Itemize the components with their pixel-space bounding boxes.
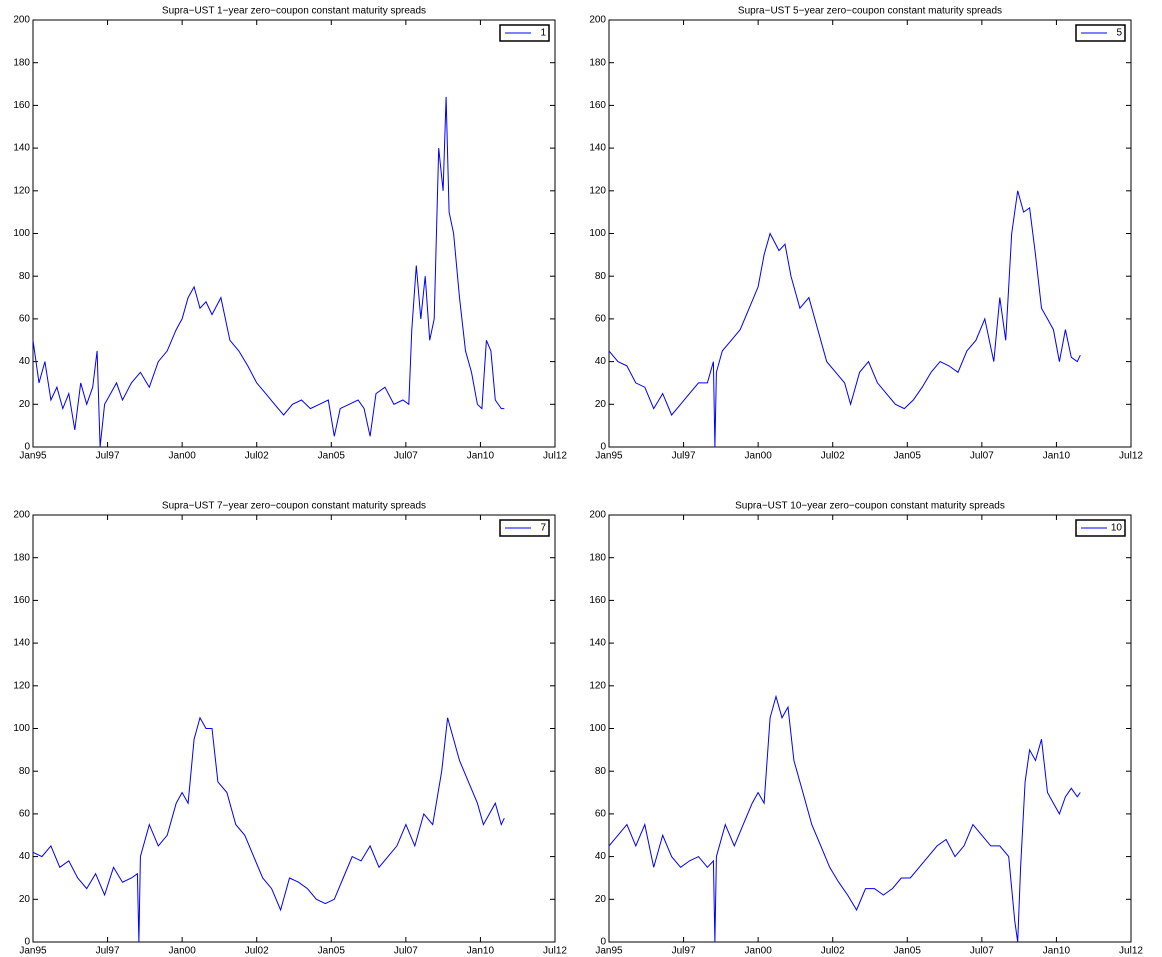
x-tick-label: Jul97 [96,946,120,957]
x-tick-label: Jul12 [1119,946,1143,957]
y-tick-label: 200 [589,15,606,26]
y-tick-label: 180 [13,57,30,68]
x-tick-label: Jul97 [96,451,120,462]
legend-label: 1 [540,28,546,39]
y-tick-label: 140 [589,143,606,154]
y-tick-label: 0 [24,937,30,948]
x-tick-label: Jul07 [970,451,994,462]
plot-area [608,19,1132,448]
y-tick-label: 60 [595,314,607,325]
chart-title: Supra−UST 7−year zero−coupon constant ma… [162,501,426,512]
legend-label: 5 [1116,28,1122,39]
y-tick-label: 60 [19,314,31,325]
x-tick-label: Jan10 [467,946,495,957]
y-tick-label: 120 [13,680,30,691]
y-tick-label: 20 [19,399,31,410]
y-tick-label: 80 [595,271,607,282]
y-tick-label: 200 [589,510,606,521]
y-tick-label: 100 [589,723,606,734]
x-tick-label: Jan05 [894,451,922,462]
legend-label: 7 [540,523,546,534]
data-line [32,96,505,448]
plot-area [32,514,556,943]
y-tick-label: 0 [24,442,30,453]
y-tick-label: 180 [13,552,30,563]
x-tick-label: Jul12 [543,451,567,462]
x-tick-label: Jan10 [467,451,495,462]
legend-label: 10 [1111,523,1123,534]
x-tick-label: Jul02 [245,946,269,957]
y-tick-label: 140 [589,638,606,649]
plot-area [32,19,556,448]
x-tick-label: Jul02 [821,451,845,462]
y-tick-label: 40 [19,851,31,862]
y-tick-label: 120 [589,185,606,196]
y-tick-label: 100 [13,723,30,734]
y-tick-label: 160 [13,100,30,111]
y-tick-label: 100 [589,228,606,239]
x-tick-label: Jul97 [672,451,696,462]
y-tick-label: 40 [595,356,607,367]
chart-title: Supra−UST 1−year zero−coupon constant ma… [162,6,426,17]
data-line [608,694,1081,943]
y-tick-label: 20 [595,399,607,410]
x-tick-label: Jan00 [745,946,773,957]
x-tick-label: Jan10 [1043,451,1071,462]
x-tick-label: Jul12 [543,946,567,957]
y-tick-label: 140 [13,143,30,154]
y-tick-label: 80 [19,271,31,282]
x-tick-label: Jan00 [169,946,197,957]
x-tick-label: Jul97 [672,946,696,957]
data-line [608,190,1081,448]
y-tick-label: 180 [589,57,606,68]
y-tick-label: 100 [13,228,30,239]
x-tick-label: Jan95 [19,451,47,462]
x-tick-label: Jan05 [894,946,922,957]
y-tick-label: 200 [13,15,30,26]
y-tick-label: 200 [13,510,30,521]
y-tick-label: 140 [13,638,30,649]
y-tick-label: 160 [589,595,606,606]
x-tick-label: Jul07 [394,451,418,462]
y-tick-label: 160 [13,595,30,606]
x-tick-label: Jan95 [595,451,623,462]
x-tick-label: Jan10 [1043,946,1071,957]
x-tick-label: Jan95 [19,946,47,957]
x-tick-label: Jan05 [318,451,346,462]
x-tick-label: Jan00 [169,451,197,462]
y-tick-label: 80 [19,766,31,777]
y-tick-label: 120 [589,680,606,691]
x-tick-label: Jul12 [1119,451,1143,462]
x-tick-label: Jul02 [245,451,269,462]
x-tick-label: Jan05 [318,946,346,957]
y-tick-label: 80 [595,766,607,777]
y-tick-label: 20 [19,894,31,905]
y-tick-label: 60 [19,809,31,820]
x-tick-label: Jul02 [821,946,845,957]
x-tick-label: Jan95 [595,946,623,957]
y-tick-label: 160 [589,100,606,111]
chart-title: Supra−UST 10−year zero−coupon constant m… [735,501,1005,512]
y-tick-label: 60 [595,809,607,820]
x-tick-label: Jan00 [745,451,773,462]
chart-title: Supra−UST 5−year zero−coupon constant ma… [738,6,1002,17]
data-line [32,716,505,943]
y-tick-label: 120 [13,185,30,196]
y-tick-label: 180 [589,552,606,563]
y-tick-label: 20 [595,894,607,905]
y-tick-label: 0 [600,937,606,948]
y-tick-label: 40 [595,851,607,862]
plot-area [608,514,1132,943]
y-tick-label: 40 [19,356,31,367]
x-tick-label: Jul07 [970,946,994,957]
x-tick-label: Jul07 [394,946,418,957]
y-tick-label: 0 [600,442,606,453]
